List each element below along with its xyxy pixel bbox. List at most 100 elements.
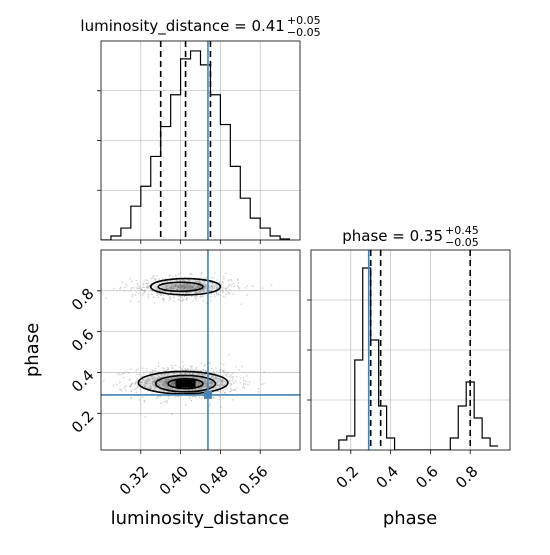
sample-point bbox=[193, 377, 196, 379]
sample-point bbox=[164, 381, 167, 384]
sample-point bbox=[221, 280, 224, 283]
sample-point bbox=[204, 381, 206, 384]
sample-point bbox=[146, 282, 149, 285]
sample-point bbox=[212, 375, 215, 377]
sample-point bbox=[198, 396, 201, 399]
sample-point bbox=[141, 289, 144, 292]
sample-point bbox=[192, 372, 194, 375]
sample-point bbox=[123, 372, 125, 375]
sample-point bbox=[156, 378, 159, 380]
sample-point bbox=[202, 289, 204, 291]
sample-point bbox=[157, 293, 160, 295]
sample-point bbox=[123, 385, 126, 388]
sample-point bbox=[165, 381, 167, 384]
sample-point bbox=[185, 291, 187, 294]
sample-point bbox=[179, 287, 182, 290]
sample-point bbox=[159, 289, 161, 292]
sample-point bbox=[136, 387, 139, 389]
sample-point bbox=[193, 284, 196, 286]
sample-point bbox=[170, 287, 172, 289]
sample-point bbox=[196, 291, 199, 294]
sample-point bbox=[190, 295, 193, 298]
sample-point bbox=[183, 283, 185, 285]
sample-point bbox=[131, 295, 134, 297]
sample-point bbox=[242, 386, 244, 388]
sample-point bbox=[215, 376, 217, 378]
sample-point bbox=[159, 293, 162, 295]
sample-point bbox=[195, 380, 198, 383]
sample-point bbox=[177, 376, 179, 379]
sample-point bbox=[209, 385, 211, 388]
sample-point bbox=[178, 292, 181, 294]
sample-point bbox=[213, 285, 216, 287]
sample-point bbox=[225, 381, 227, 383]
sample-point bbox=[164, 370, 167, 372]
sample-point bbox=[231, 389, 234, 391]
sample-point bbox=[187, 368, 189, 371]
hist-phase-panel bbox=[307, 249, 511, 454]
sample-point bbox=[170, 292, 172, 294]
sample-point bbox=[229, 385, 232, 387]
sample-point bbox=[270, 284, 273, 287]
sample-point bbox=[146, 381, 149, 383]
sample-point bbox=[163, 298, 165, 301]
sample-point bbox=[224, 296, 227, 299]
sample-point bbox=[236, 279, 239, 281]
sample-point bbox=[172, 384, 175, 387]
sample-point bbox=[222, 384, 225, 387]
sample-point bbox=[172, 297, 175, 299]
sample-point bbox=[166, 280, 168, 283]
sample-point bbox=[129, 385, 132, 388]
sample-point bbox=[165, 286, 168, 289]
title-phase: phase = 0.35 +0.45−0.05 bbox=[342, 224, 479, 249]
sample-point bbox=[167, 367, 170, 370]
sample-point bbox=[155, 278, 157, 280]
sample-point bbox=[179, 366, 181, 369]
sample-point bbox=[228, 375, 230, 378]
sample-point bbox=[165, 381, 168, 383]
sample-point bbox=[230, 284, 232, 286]
sample-point bbox=[180, 372, 182, 374]
contour-mid bbox=[157, 281, 204, 293]
sample-point bbox=[194, 280, 197, 282]
sample-point bbox=[232, 375, 234, 378]
sample-point bbox=[162, 369, 164, 372]
sample-point bbox=[170, 377, 173, 379]
sample-point bbox=[123, 290, 126, 292]
sample-point bbox=[137, 385, 139, 387]
sample-point bbox=[205, 385, 208, 388]
sample-point bbox=[134, 382, 137, 384]
sample-point bbox=[150, 377, 153, 379]
sample-point bbox=[220, 289, 223, 292]
sample-point bbox=[235, 376, 238, 378]
sample-point bbox=[216, 286, 218, 288]
sample-point bbox=[200, 289, 202, 292]
sample-point bbox=[227, 353, 230, 356]
sample-point bbox=[210, 289, 212, 292]
sample-point bbox=[184, 276, 186, 279]
sample-point bbox=[203, 365, 205, 367]
sample-point bbox=[152, 275, 155, 277]
sample-point bbox=[161, 384, 164, 386]
sample-point bbox=[198, 381, 200, 384]
sample-point bbox=[245, 380, 247, 383]
sample-point bbox=[143, 400, 146, 403]
sample-point bbox=[151, 372, 153, 374]
sample-point bbox=[181, 299, 184, 302]
sample-point bbox=[185, 283, 188, 285]
sample-point bbox=[178, 295, 180, 298]
sample-point bbox=[113, 287, 115, 290]
sample-point bbox=[194, 295, 196, 298]
sample-point bbox=[182, 279, 185, 282]
sample-point bbox=[208, 403, 211, 405]
sample-point bbox=[143, 286, 145, 289]
sample-point bbox=[223, 277, 225, 280]
sample-point bbox=[164, 284, 167, 286]
sample-point bbox=[196, 291, 198, 294]
sample-point bbox=[170, 284, 173, 287]
sample-point bbox=[233, 381, 235, 384]
sample-point bbox=[210, 377, 212, 379]
sample-point bbox=[191, 365, 193, 368]
sample-point bbox=[204, 383, 207, 385]
sample-point bbox=[194, 368, 197, 371]
